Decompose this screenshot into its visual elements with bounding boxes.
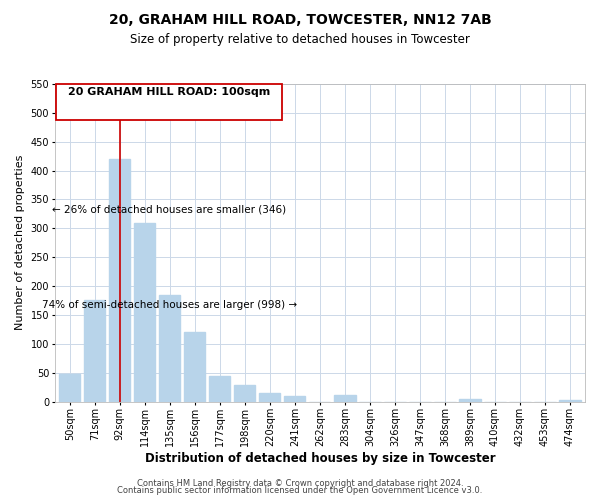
Bar [84, 300, 106, 402]
Text: Contains HM Land Registry data © Crown copyright and database right 2024.: Contains HM Land Registry data © Crown c… [137, 478, 463, 488]
Bar [159, 294, 181, 402]
Bar [209, 376, 230, 402]
Bar [559, 400, 581, 402]
Bar [259, 393, 280, 402]
Bar [134, 222, 155, 402]
Text: ← 26% of detached houses are smaller (346): ← 26% of detached houses are smaller (34… [52, 204, 286, 214]
Y-axis label: Number of detached properties: Number of detached properties [15, 155, 25, 330]
Text: Size of property relative to detached houses in Towcester: Size of property relative to detached ho… [130, 32, 470, 46]
FancyBboxPatch shape [56, 84, 283, 120]
Text: 20 GRAHAM HILL ROAD: 100sqm: 20 GRAHAM HILL ROAD: 100sqm [68, 87, 270, 97]
Bar [460, 398, 481, 402]
X-axis label: Distribution of detached houses by size in Towcester: Distribution of detached houses by size … [145, 452, 495, 465]
Bar [284, 396, 305, 402]
Bar [59, 374, 80, 402]
Text: Contains public sector information licensed under the Open Government Licence v3: Contains public sector information licen… [118, 486, 482, 495]
Text: 74% of semi-detached houses are larger (998) →: 74% of semi-detached houses are larger (… [41, 300, 297, 310]
Bar [109, 159, 130, 402]
Bar [234, 386, 256, 402]
Bar [184, 332, 205, 402]
Bar [334, 394, 356, 402]
Text: 20, GRAHAM HILL ROAD, TOWCESTER, NN12 7AB: 20, GRAHAM HILL ROAD, TOWCESTER, NN12 7A… [109, 12, 491, 26]
